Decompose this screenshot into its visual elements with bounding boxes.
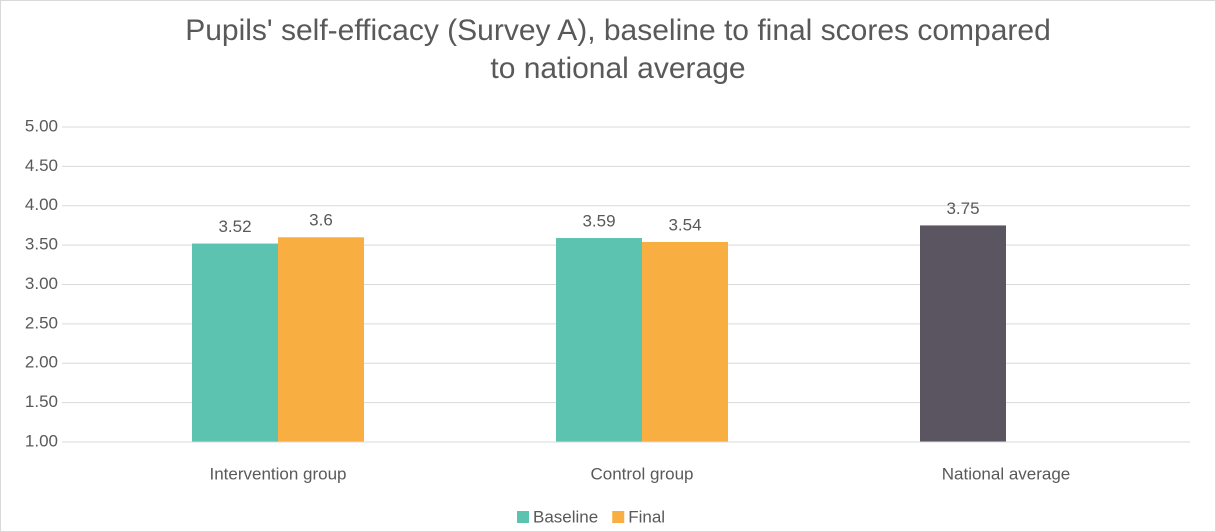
y-tick-label: 1.00: [25, 431, 58, 450]
x-tick-label: Intervention group: [209, 464, 346, 483]
chart-title: Pupils' self-efficacy (Survey A), baseli…: [185, 14, 1051, 85]
y-tick-label: 2.00: [25, 353, 58, 372]
value-label: 3.59: [582, 212, 615, 231]
y-tick-label: 2.50: [25, 313, 58, 332]
bar: [642, 241, 728, 442]
bar: [920, 225, 1006, 442]
y-tick-label: 5.00: [25, 116, 58, 135]
legend-label: Baseline: [533, 507, 598, 526]
legend-swatch: [517, 511, 529, 523]
legend-label: Final: [628, 507, 665, 526]
value-label: 3.6: [309, 211, 333, 230]
y-tick-label: 4.50: [25, 156, 58, 175]
y-tick-label: 1.50: [25, 392, 58, 411]
y-tick-label: 3.00: [25, 274, 58, 293]
y-tick-label: 3.50: [25, 235, 58, 254]
value-label: 3.52: [218, 217, 251, 236]
bar: [556, 238, 642, 442]
legend-swatch: [612, 511, 625, 523]
value-label: 3.75: [946, 199, 979, 218]
value-label: 3.54: [668, 215, 701, 234]
y-tick-label: 4.00: [25, 195, 58, 214]
bar: [192, 243, 278, 442]
x-tick-label: National average: [942, 464, 1071, 483]
bar: [278, 237, 364, 442]
x-tick-label: Control group: [590, 464, 693, 483]
